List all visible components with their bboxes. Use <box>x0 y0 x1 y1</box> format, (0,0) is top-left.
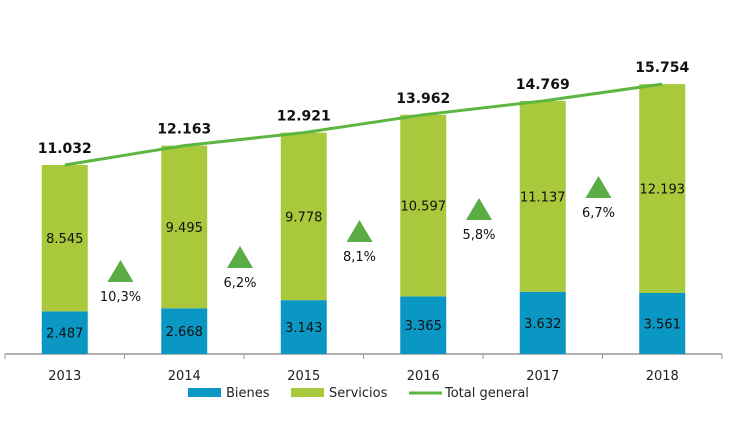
label-bienes: 3.365 <box>405 319 442 334</box>
triangle-up-icon <box>346 220 373 242</box>
bar-bienes <box>161 308 208 354</box>
legend-swatch-servicios <box>291 388 324 397</box>
line-total-general <box>64 82 663 167</box>
bar-servicios <box>161 145 208 309</box>
bar-servicios <box>519 100 566 292</box>
label-bienes: 3.143 <box>285 321 322 336</box>
bar-servicios <box>41 165 88 312</box>
bar-servicios <box>400 114 447 297</box>
label-bienes: 2.487 <box>46 327 83 342</box>
triangle-up-icon <box>466 198 492 220</box>
label-bienes: 3.561 <box>644 317 681 332</box>
growth-label: 8,1% <box>343 250 376 265</box>
triangle-up-icon <box>585 176 612 198</box>
growth-label: 6,7% <box>582 206 615 221</box>
triangle-up-icon <box>107 260 134 282</box>
label-bienes: 2.668 <box>166 325 203 340</box>
bar-bienes <box>280 300 327 354</box>
label-total: 12.163 <box>157 122 211 138</box>
x-tick-label: 2016 <box>407 369 440 384</box>
legend-label-servicios: Servicios <box>329 386 388 401</box>
growth-label: 6,2% <box>223 276 256 291</box>
label-servicios: 10.597 <box>401 200 447 215</box>
bar-servicios <box>280 132 327 301</box>
label-total: 13.962 <box>396 91 450 107</box>
label-total: 14.769 <box>516 77 570 93</box>
label-total: 12.921 <box>277 109 331 125</box>
growth-label: 5,8% <box>462 228 495 243</box>
label-bienes: 3.632 <box>524 317 561 332</box>
bar-bienes <box>400 296 447 354</box>
x-tick-label: 2017 <box>526 369 559 384</box>
legend-label-bienes: Bienes <box>226 386 270 401</box>
x-tick-label: 2014 <box>168 369 201 384</box>
label-servicios: 8.545 <box>46 232 83 247</box>
bar-bienes <box>519 291 566 354</box>
x-tick-label: 2015 <box>287 369 320 384</box>
bar-bienes <box>41 311 88 354</box>
legend-swatch-bienes <box>188 388 221 397</box>
label-total: 11.032 <box>38 141 92 157</box>
x-tick-label: 2018 <box>646 369 679 384</box>
label-servicios: 12.193 <box>640 183 686 198</box>
bar-servicios <box>639 84 686 293</box>
label-servicios: 9.495 <box>166 221 203 236</box>
label-servicios: 9.778 <box>285 210 322 225</box>
label-total: 15.754 <box>635 60 689 76</box>
triangle-up-icon <box>227 246 253 268</box>
legend-label-total-general: Total general <box>444 386 529 401</box>
bar-bienes <box>639 292 686 354</box>
x-tick-label: 2013 <box>48 369 81 384</box>
label-servicios: 11.137 <box>520 190 566 205</box>
growth-label: 10,3% <box>100 290 141 305</box>
